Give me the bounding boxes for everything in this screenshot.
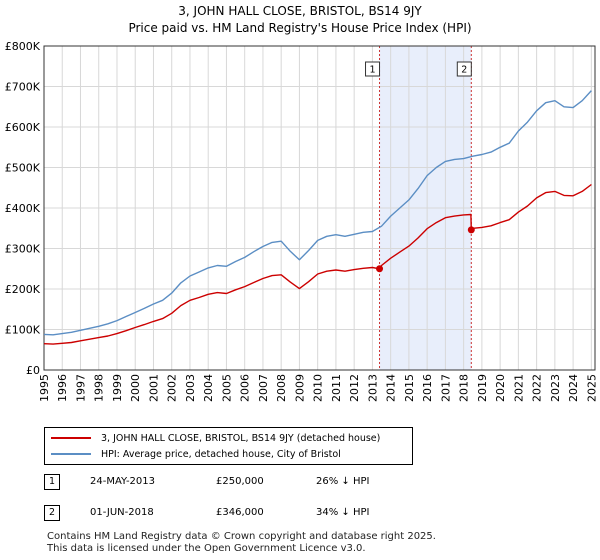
x-tick-label: 2000 xyxy=(129,374,142,402)
sale-date: 24-MAY-2013 xyxy=(90,476,156,487)
x-tick-label: 2018 xyxy=(458,374,471,402)
legend-label-property: 3, JOHN HALL CLOSE, BRISTOL, BS14 9JY (d… xyxy=(101,432,381,444)
x-tick-label: 2021 xyxy=(512,374,525,402)
y-tick-label: £600K xyxy=(5,121,41,134)
x-tick-label: 2022 xyxy=(531,374,544,402)
x-tick-label: 2007 xyxy=(257,374,270,402)
y-tick-label: £800K xyxy=(5,40,41,53)
chart-title: 3, JOHN HALL CLOSE, BRISTOL, BS14 9JY xyxy=(178,4,422,18)
x-tick-label: 2004 xyxy=(202,374,215,402)
footer-licence: This data is licensed under the Open Gov… xyxy=(47,543,366,554)
footer-copyright: Contains HM Land Registry data © Crown c… xyxy=(47,531,436,542)
x-tick-label: 1995 xyxy=(38,374,51,402)
sale-date: 01-JUN-2018 xyxy=(90,507,154,518)
x-tick-label: 2011 xyxy=(330,374,343,402)
legend-entry-property: 3, JOHN HALL CLOSE, BRISTOL, BS14 9JY (d… xyxy=(51,431,380,445)
plot-border xyxy=(43,45,596,371)
legend-swatch-hpi xyxy=(51,453,91,455)
y-tick-label: £300K xyxy=(5,243,41,256)
sale-price: £346,000 xyxy=(216,507,264,518)
x-tick-label: 1996 xyxy=(56,374,69,402)
x-tick-label: 2020 xyxy=(494,374,507,402)
x-tick-label: 1999 xyxy=(111,374,124,402)
x-tick-label: 2010 xyxy=(312,374,325,402)
sale-hpi-diff: 34% ↓ HPI xyxy=(316,507,370,518)
legend-label-hpi: HPI: Average price, detached house, City… xyxy=(101,448,341,460)
x-tick-label: 2003 xyxy=(184,374,197,402)
x-tick-label: 2015 xyxy=(403,374,416,402)
x-tick-label: 2025 xyxy=(585,374,598,402)
legend-swatch-property xyxy=(51,437,91,439)
y-tick-label: £700K xyxy=(5,81,41,94)
legend-entry-hpi: HPI: Average price, detached house, City… xyxy=(51,447,341,461)
sale-price: £250,000 xyxy=(216,476,264,487)
property-price-line xyxy=(43,90,592,336)
x-tick-label: 2009 xyxy=(293,374,306,402)
y-tick-label: £400K xyxy=(5,202,41,215)
sale-marker-box xyxy=(456,61,472,77)
sale-point xyxy=(467,226,475,234)
x-tick-label: 2006 xyxy=(239,374,252,402)
y-tick-label: £0 xyxy=(26,364,40,377)
sale-marker-label: 1 xyxy=(44,474,60,490)
x-tick-label: 2013 xyxy=(366,374,379,402)
x-tick-label: 2017 xyxy=(439,374,452,402)
sale-point xyxy=(376,265,384,273)
chart-subtitle: Price paid vs. HM Land Registry's House … xyxy=(128,21,472,35)
y-tick-label: £200K xyxy=(5,283,41,296)
x-tick-label: 2024 xyxy=(567,374,580,402)
hpi-line xyxy=(43,183,592,345)
sale-marker-label: 2 xyxy=(44,505,60,521)
sale-marker-box xyxy=(365,61,381,77)
price-chart: 1 2 £0 £100K £200K £300K £400K £500K £600K £700K £… xyxy=(5,40,599,402)
chart-legend: 3, JOHN HALL CLOSE, BRISTOL, BS14 9JY (d… xyxy=(44,427,413,465)
sale-hpi-diff: 26% ↓ HPI xyxy=(316,476,370,487)
sale-marker-text: 1 xyxy=(370,65,376,76)
x-tick-label: 1997 xyxy=(74,374,87,402)
x-tick-label: 2023 xyxy=(549,374,562,402)
x-tick-label: 2001 xyxy=(147,374,160,402)
x-tick-label: 2014 xyxy=(385,374,398,402)
x-tick-label: 2002 xyxy=(166,374,179,402)
y-tick-label: £100K xyxy=(5,324,41,337)
x-tick-label: 2019 xyxy=(476,374,489,402)
x-tick-label: 2008 xyxy=(275,374,288,402)
x-tick-label: 2005 xyxy=(220,374,233,402)
sale-marker-text: 2 xyxy=(461,65,467,76)
y-tick-label: £500K xyxy=(5,162,41,175)
x-tick-label: 2016 xyxy=(421,374,434,402)
x-tick-label: 1998 xyxy=(93,374,106,402)
x-tick-label: 2012 xyxy=(348,374,361,402)
